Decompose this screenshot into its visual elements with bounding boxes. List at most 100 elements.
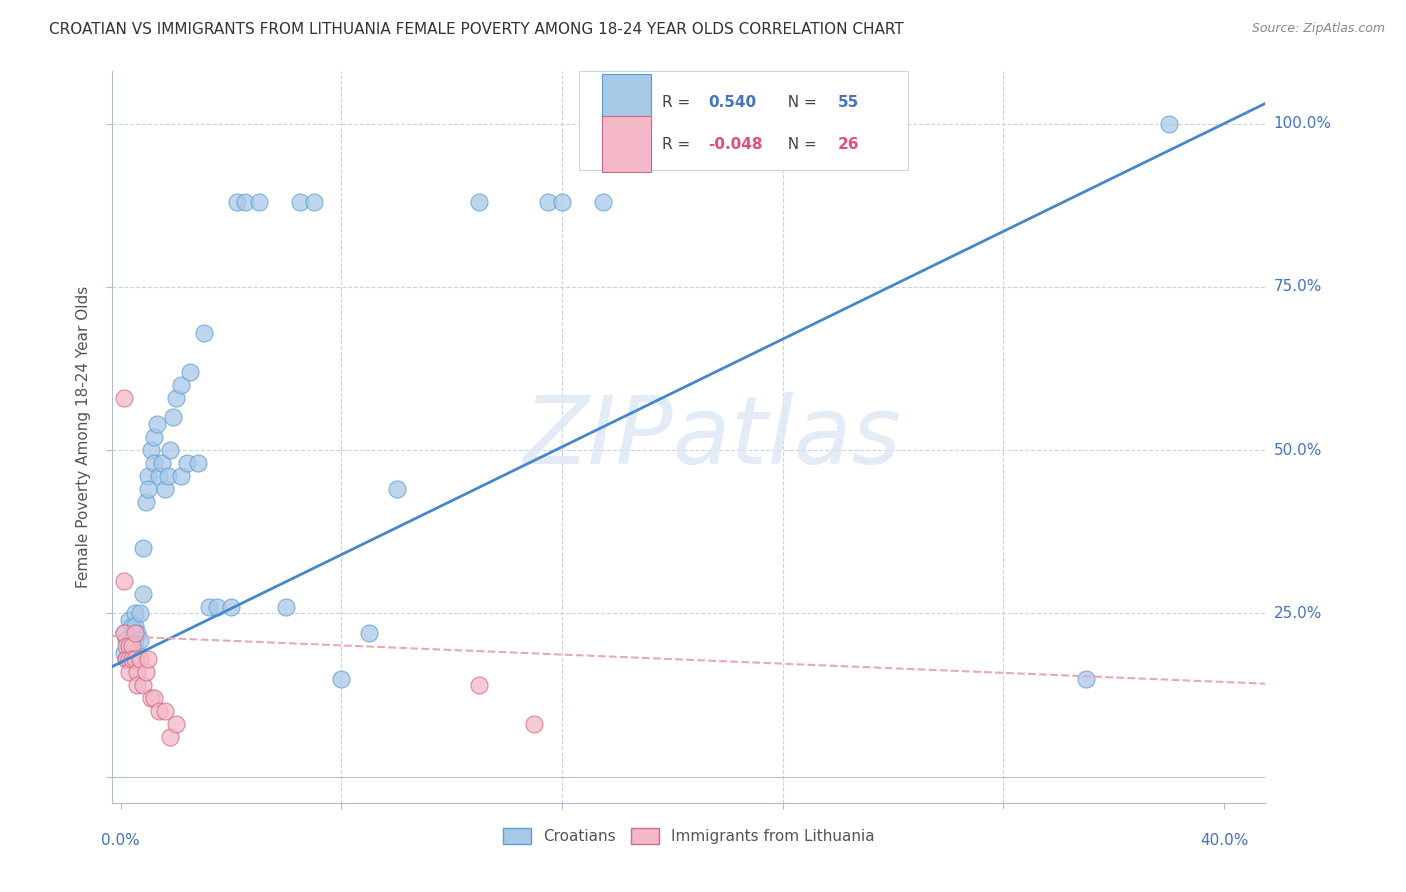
Point bbox=[115, 652, 138, 666]
Point bbox=[118, 613, 141, 627]
Point bbox=[288, 194, 311, 209]
Point bbox=[138, 469, 160, 483]
Point bbox=[225, 194, 247, 209]
Point bbox=[121, 619, 143, 633]
Point bbox=[138, 483, 160, 497]
Point bbox=[537, 194, 560, 209]
Point bbox=[179, 365, 201, 379]
Text: R =: R = bbox=[662, 95, 696, 110]
Text: 50.0%: 50.0% bbox=[1274, 442, 1322, 458]
Point bbox=[247, 194, 270, 209]
FancyBboxPatch shape bbox=[603, 117, 651, 172]
Point bbox=[139, 691, 162, 706]
Point bbox=[302, 194, 325, 209]
Text: CROATIAN VS IMMIGRANTS FROM LITHUANIA FEMALE POVERTY AMONG 18-24 YEAR OLDS CORRE: CROATIAN VS IMMIGRANTS FROM LITHUANIA FE… bbox=[49, 22, 904, 37]
Point bbox=[138, 652, 160, 666]
Text: 40.0%: 40.0% bbox=[1199, 833, 1249, 848]
Point bbox=[1074, 672, 1097, 686]
Point bbox=[219, 599, 242, 614]
Point bbox=[198, 599, 221, 614]
Point bbox=[118, 639, 141, 653]
Text: N =: N = bbox=[778, 95, 821, 110]
Point bbox=[127, 626, 149, 640]
Point bbox=[121, 652, 143, 666]
Point bbox=[118, 652, 141, 666]
Point bbox=[112, 391, 135, 405]
Point bbox=[132, 541, 155, 555]
Text: Source: ZipAtlas.com: Source: ZipAtlas.com bbox=[1251, 22, 1385, 36]
Point bbox=[129, 652, 152, 666]
Point bbox=[142, 456, 165, 470]
Text: ZIPatlas: ZIPatlas bbox=[523, 392, 901, 483]
Point bbox=[142, 430, 165, 444]
Point bbox=[112, 626, 135, 640]
Point bbox=[468, 194, 491, 209]
Text: -0.048: -0.048 bbox=[709, 136, 763, 152]
Point bbox=[1157, 117, 1180, 131]
Point bbox=[165, 717, 187, 731]
Point bbox=[162, 410, 184, 425]
Point bbox=[121, 639, 143, 653]
FancyBboxPatch shape bbox=[603, 74, 651, 130]
Point bbox=[132, 587, 155, 601]
Point bbox=[148, 705, 170, 719]
Point bbox=[170, 469, 193, 483]
Point bbox=[330, 672, 353, 686]
Point bbox=[551, 194, 574, 209]
Text: 75.0%: 75.0% bbox=[1274, 279, 1322, 294]
Text: 25.0%: 25.0% bbox=[1274, 606, 1322, 621]
Point bbox=[124, 619, 146, 633]
Text: 26: 26 bbox=[838, 136, 859, 152]
Y-axis label: Female Poverty Among 18-24 Year Olds: Female Poverty Among 18-24 Year Olds bbox=[76, 286, 91, 588]
Point bbox=[165, 391, 187, 405]
Point bbox=[112, 574, 135, 588]
Point bbox=[118, 639, 141, 653]
Text: 55: 55 bbox=[838, 95, 859, 110]
Point bbox=[132, 678, 155, 692]
Point bbox=[135, 495, 157, 509]
Point bbox=[145, 417, 167, 431]
Point bbox=[276, 599, 298, 614]
Point bbox=[112, 626, 135, 640]
Point bbox=[159, 443, 181, 458]
Point bbox=[127, 665, 149, 680]
Point bbox=[148, 469, 170, 483]
Point bbox=[207, 599, 229, 614]
Point bbox=[176, 456, 198, 470]
Point bbox=[129, 632, 152, 647]
Point bbox=[124, 626, 146, 640]
Point bbox=[127, 646, 149, 660]
Point bbox=[159, 731, 181, 745]
Point bbox=[523, 717, 546, 731]
Text: R =: R = bbox=[662, 136, 696, 152]
Point bbox=[115, 652, 138, 666]
Point bbox=[115, 632, 138, 647]
Point bbox=[170, 377, 193, 392]
Point bbox=[124, 607, 146, 621]
Text: N =: N = bbox=[778, 136, 821, 152]
Point bbox=[385, 483, 408, 497]
Point bbox=[124, 632, 146, 647]
Point bbox=[118, 665, 141, 680]
Point bbox=[115, 639, 138, 653]
Point bbox=[153, 705, 176, 719]
Point bbox=[127, 678, 149, 692]
Text: 0.540: 0.540 bbox=[709, 95, 756, 110]
Point bbox=[187, 456, 209, 470]
Point bbox=[139, 443, 162, 458]
Point bbox=[233, 194, 256, 209]
Point bbox=[129, 607, 152, 621]
Point bbox=[193, 326, 215, 340]
Text: 0.0%: 0.0% bbox=[101, 833, 141, 848]
Point bbox=[592, 194, 614, 209]
Point bbox=[135, 665, 157, 680]
Text: 100.0%: 100.0% bbox=[1274, 116, 1331, 131]
Point bbox=[124, 652, 146, 666]
Point bbox=[112, 646, 135, 660]
Point bbox=[468, 678, 491, 692]
FancyBboxPatch shape bbox=[579, 71, 908, 170]
Point bbox=[142, 691, 165, 706]
Legend: Croatians, Immigrants from Lithuania: Croatians, Immigrants from Lithuania bbox=[498, 822, 880, 850]
Point bbox=[357, 626, 380, 640]
Point bbox=[121, 646, 143, 660]
